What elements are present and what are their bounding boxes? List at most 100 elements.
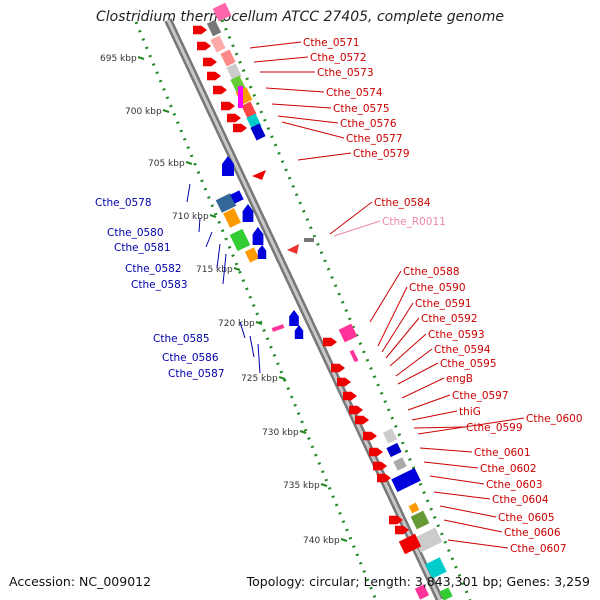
gene-leader-line	[401, 377, 445, 399]
gene-label-forward: Cthe_0594	[434, 344, 491, 356]
kbp-tick-mark	[185, 161, 193, 165]
gene-leader-line	[369, 270, 402, 323]
gene-label-forward: Cthe_R0011	[382, 216, 446, 228]
gene-arrow-forward	[221, 101, 235, 111]
gene-label-forward: Cthe_0600	[526, 413, 583, 425]
gene-label-forward: Cthe_0597	[452, 390, 509, 402]
gene-label-reverse: Cthe_0582	[125, 263, 182, 275]
kbp-tick-label: 695 kbp	[100, 54, 137, 64]
kbp-tick-label: 735 kbp	[283, 481, 320, 491]
gene-leader-line	[397, 362, 439, 385]
gene-label-forward: Cthe_0599	[466, 422, 523, 434]
gene-leader-line	[253, 56, 309, 63]
gene-label-forward: Cthe_0604	[492, 494, 549, 506]
gene-block	[229, 228, 251, 252]
gene-block	[382, 428, 398, 444]
gene-leader-line	[265, 87, 325, 93]
gene-label-forward: Cthe_0576	[340, 118, 397, 130]
gene-leader-line	[389, 333, 427, 367]
gene-arrow-forward	[355, 415, 369, 425]
gene-leader-line	[257, 343, 261, 374]
gene-leader-line	[385, 317, 420, 359]
gene-leader-line	[433, 491, 491, 500]
gene-block	[206, 19, 222, 37]
gene-block	[271, 324, 285, 332]
gene-block	[338, 323, 358, 343]
gene-leader-line	[417, 417, 525, 435]
gene-leader-line	[381, 302, 414, 353]
gene-block	[215, 193, 237, 213]
gene-leader-line	[377, 286, 408, 347]
gene-arrow-forward	[323, 337, 337, 347]
genome-backbone-highlight	[166, 19, 442, 600]
kbp-tick-label: 700 kbp	[125, 107, 162, 117]
gene-arrow-forward	[233, 123, 247, 133]
gene-arrow-forward	[207, 71, 221, 81]
gene-label-forward: Cthe_0571	[303, 37, 360, 49]
gene-block	[212, 2, 232, 22]
gene-block	[230, 190, 244, 204]
gene-arrow-forward	[377, 473, 391, 483]
genome-summary: Topology: circular; Length: 3,843,301 bp…	[246, 574, 590, 589]
gene-arrow-forward	[213, 85, 227, 95]
gene-label-forward: Cthe_0592	[421, 313, 478, 325]
gene-leader-line	[429, 475, 485, 485]
kbp-tick-mark	[320, 483, 328, 487]
kbp-tick-mark	[340, 538, 348, 542]
gene-label-forward: Cthe_0574	[326, 87, 383, 99]
gene-block	[220, 49, 236, 67]
gene-leader-line	[216, 243, 221, 269]
gene-label-forward: Cthe_0584	[374, 197, 431, 209]
ruler-track-outer	[220, 19, 472, 600]
gene-block	[226, 63, 242, 81]
kbp-tick-mark	[233, 267, 241, 271]
gene-block	[414, 584, 430, 600]
gene-arrow-forward	[337, 377, 351, 387]
gene-label-forward: Cthe_0603	[486, 479, 543, 491]
gene-arrow-reverse	[289, 310, 299, 326]
gene-leader-line	[411, 410, 458, 421]
gene-label-reverse: Cthe_0586	[162, 352, 219, 364]
gene-label-forward: thiG	[459, 406, 481, 418]
gene-leader-line	[277, 115, 339, 124]
gene-leader-line	[439, 505, 497, 518]
gene-arrow-reverse	[242, 204, 254, 222]
gene-block	[386, 442, 402, 458]
gene-label-forward: Cthe_0593	[428, 329, 485, 341]
gene-label-forward: Cthe_0590	[409, 282, 466, 294]
gene-label-forward: Cthe_0579	[353, 148, 410, 160]
gene-label-forward: engB	[446, 373, 473, 385]
accession-label: Accession: NC_009012	[9, 574, 152, 589]
gene-label-forward: Cthe_0601	[474, 447, 531, 459]
gene-label-reverse: Cthe_0578	[95, 197, 152, 209]
gene-leader-line	[281, 121, 345, 139]
gene-leader-line	[333, 220, 381, 237]
map-title: Clostridium thermocellum ATCC 27405, com…	[96, 9, 504, 25]
gene-leader-line	[297, 152, 352, 161]
gene-leader-line	[205, 231, 213, 248]
gene-arrow-forward	[252, 170, 266, 180]
gene-arrow-forward	[373, 461, 387, 471]
gene-label-reverse: Cthe_0587	[168, 368, 225, 380]
gene-label-reverse: Cthe_0585	[153, 333, 210, 345]
gene-label-reverse: Cthe_0580	[107, 227, 164, 239]
gene-arrow-forward	[343, 391, 357, 401]
kbp-tick-label: 715 kbp	[196, 265, 233, 275]
gene-label-forward: Cthe_0595	[440, 358, 497, 370]
gene-label-forward: Cthe_0577	[346, 133, 403, 145]
gene-label-forward: Cthe_0575	[333, 103, 390, 115]
gene-arrow-reverse	[222, 156, 234, 176]
gene-label-forward: Cthe_0588	[403, 266, 460, 278]
gene-arrow-forward	[369, 447, 383, 457]
gene-arrow-forward	[331, 363, 345, 373]
gene-label-reverse: Cthe_0581	[114, 242, 171, 254]
gene-block	[304, 238, 314, 242]
kbp-tick-mark	[255, 321, 263, 325]
gene-block	[408, 502, 420, 514]
kbp-tick-mark	[299, 430, 307, 434]
gene-arrow-forward	[287, 244, 299, 254]
kbp-tick-label: 720 kbp	[218, 319, 255, 329]
gene-leader-line	[423, 461, 479, 469]
gene-block	[439, 587, 453, 600]
gene-label-forward: Cthe_0572	[310, 52, 367, 64]
